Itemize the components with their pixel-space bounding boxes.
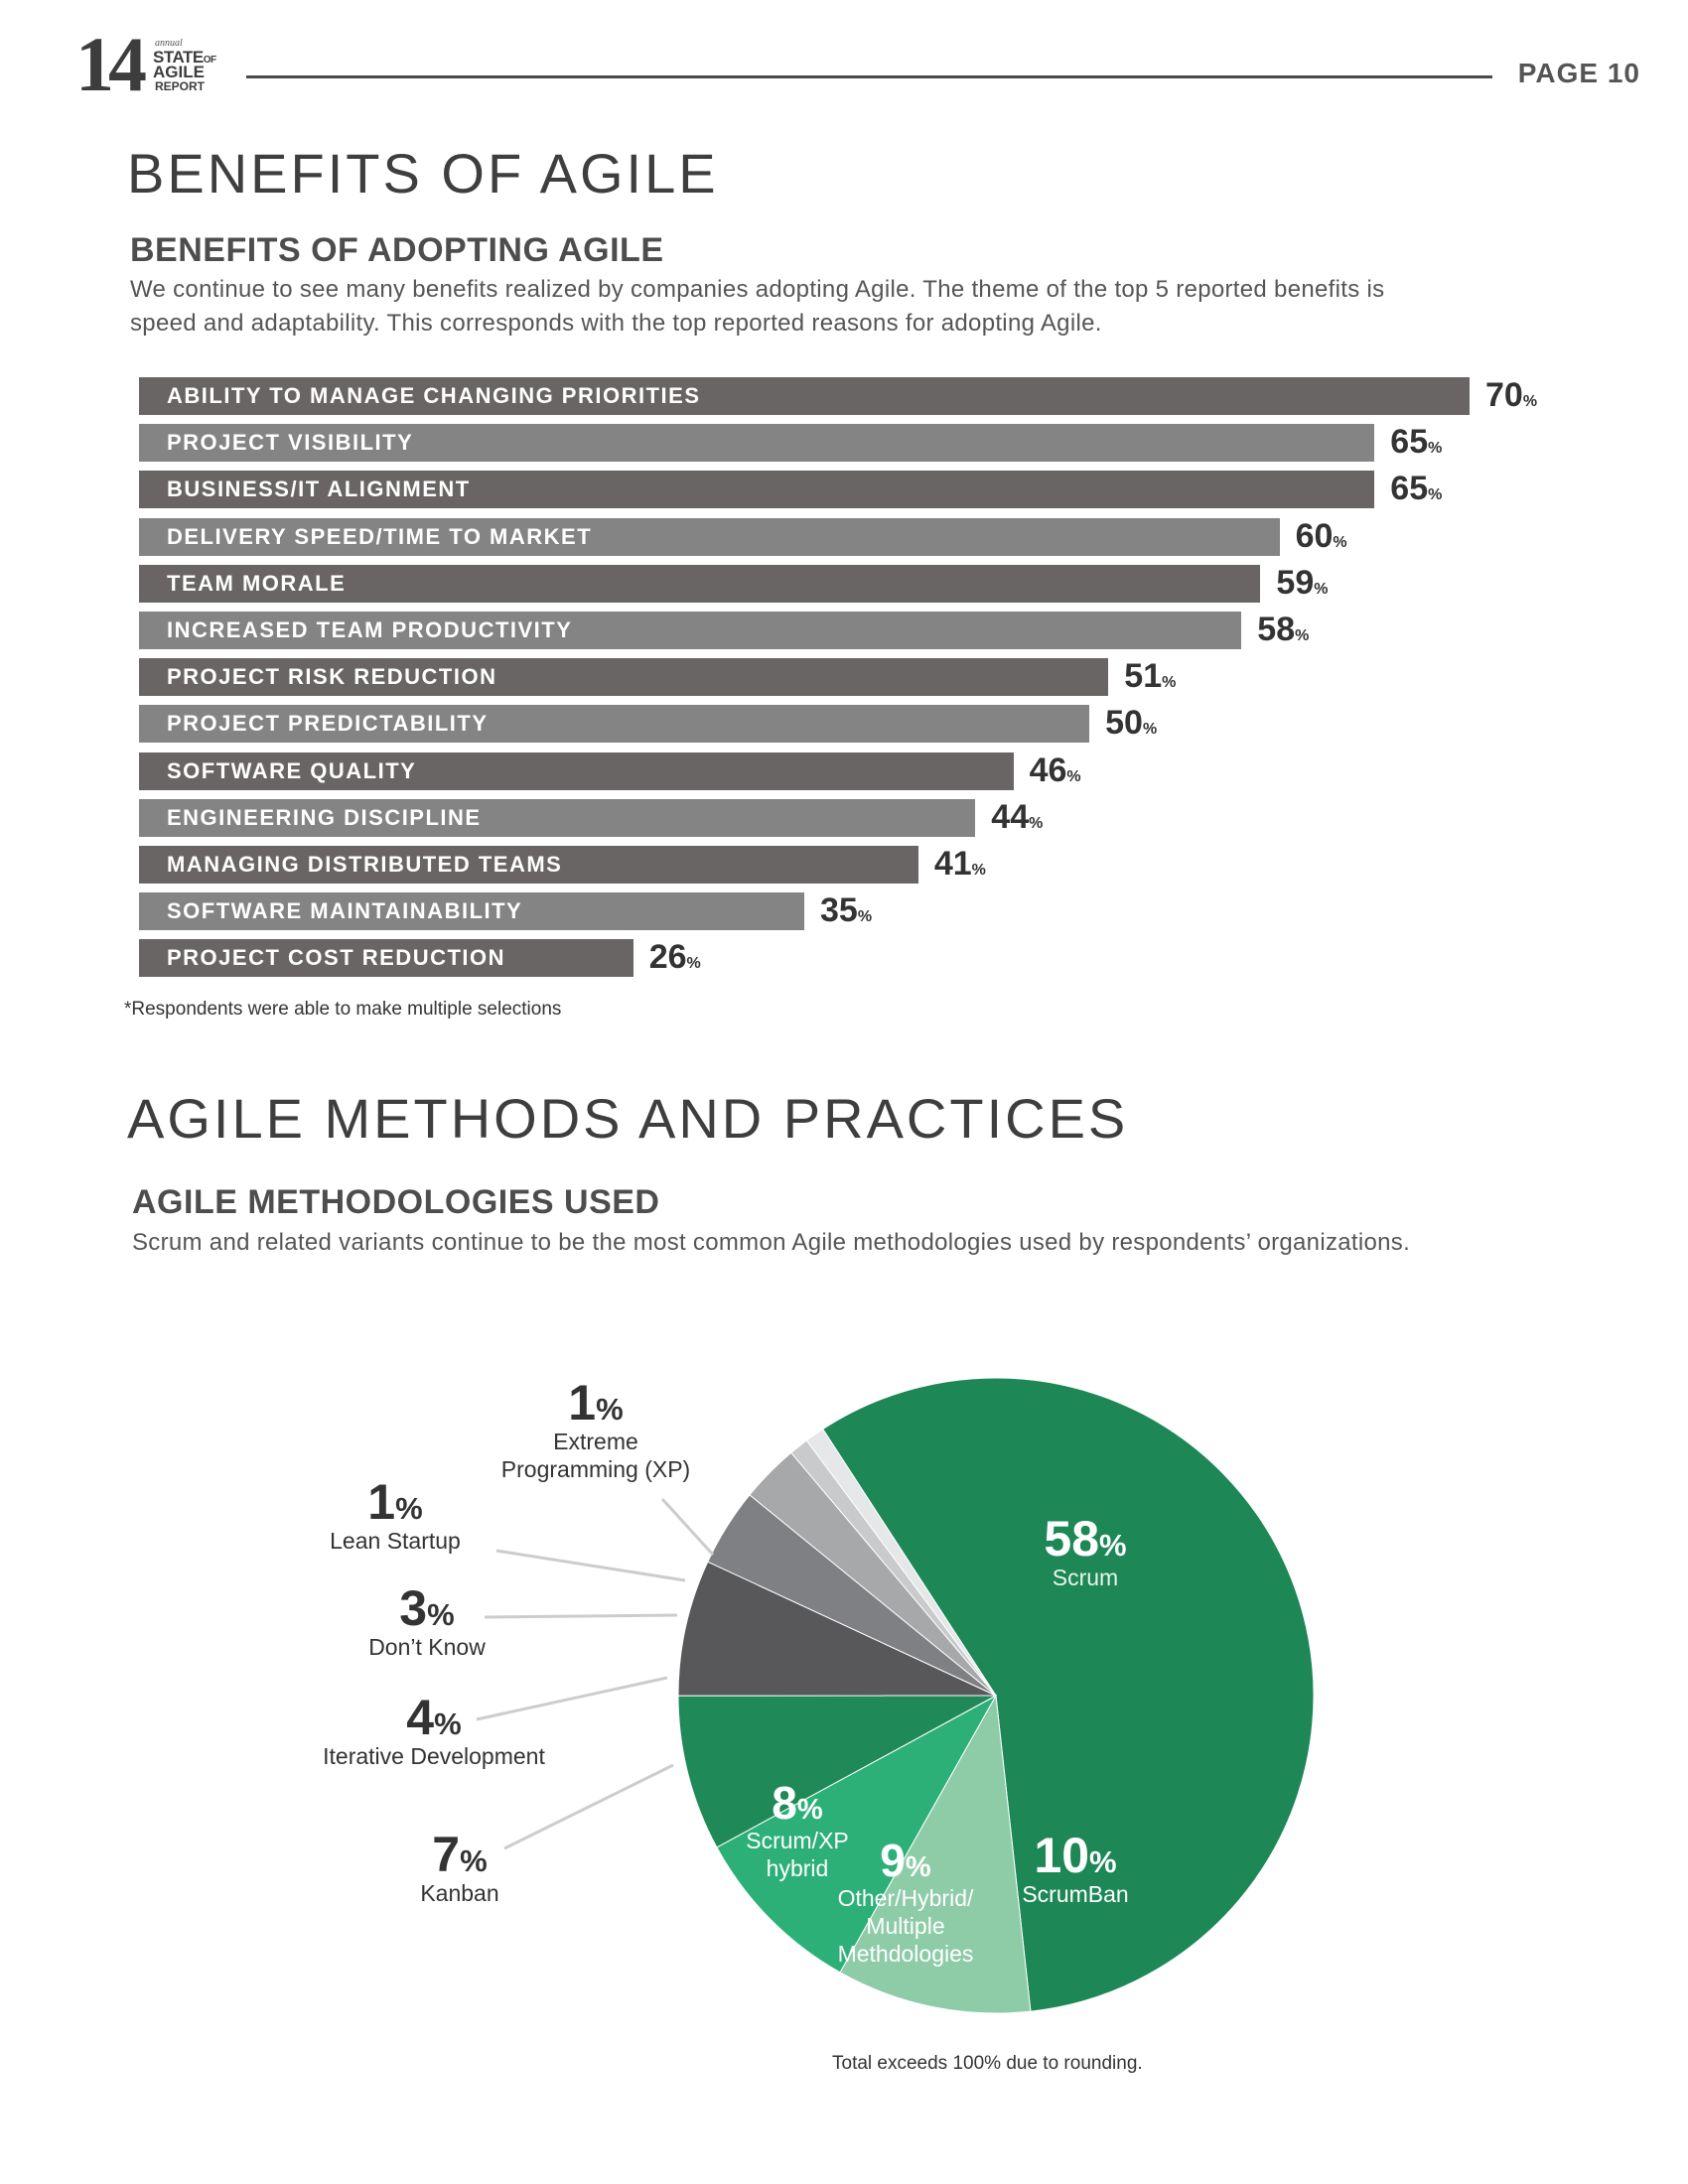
benefits-description: We continue to see many benefits realize… — [130, 276, 1385, 337]
bar: PROJECT VISIBILITY — [139, 424, 1375, 463]
logo-line2: AGILE — [153, 63, 205, 81]
pie-slice — [805, 1428, 997, 1697]
logo-line3: REPORT — [155, 79, 206, 93]
pie-label: Lean Startup — [330, 1528, 461, 1554]
section-title-benefits: BENEFITS OF AGILE — [127, 142, 719, 205]
pie-label: Programming (XP) — [501, 1456, 690, 1482]
bar: PROJECT RISK REDUCTION — [139, 658, 1109, 697]
logo-number: 14 — [75, 21, 147, 107]
pie-label: Iterative Development — [323, 1743, 545, 1769]
leader-line — [476, 1676, 668, 1721]
bar-value: 51% — [1124, 657, 1177, 696]
methods-description: Scrum and related variants continue to b… — [132, 1229, 1411, 1256]
bar: SOFTWARE QUALITY — [139, 751, 1014, 790]
bar-value: 46% — [1029, 751, 1081, 789]
bar-label: ENGINEERING DISCIPLINE — [167, 804, 482, 830]
report-logo: 14 annual STATEOF AGILE REPORT — [75, 26, 244, 103]
pie-label: hybrid — [767, 1855, 829, 1881]
bar-row: MANAGING DISTRIBUTED TEAMS 41% — [139, 845, 1589, 884]
pie-value: 4% — [406, 1690, 461, 1745]
bar-label: SOFTWARE MAINTAINABILITY — [167, 898, 523, 924]
pie-label: Scrum/XP — [746, 1828, 849, 1853]
pie-caption: Total exceeds 100% due to rounding. — [832, 2053, 1143, 2074]
logo-line1: STATEOF — [153, 48, 216, 67]
bar-label: PROJECT RISK REDUCTION — [167, 664, 497, 690]
bar-row: PROJECT COST REDUCTION 26% — [139, 938, 1589, 978]
bar-row: ENGINEERING DISCIPLINE 44% — [139, 798, 1589, 837]
header-divider — [246, 75, 1492, 78]
bar-value: 65% — [1390, 470, 1443, 508]
bar: BUSINESS/IT ALIGNMENT — [139, 471, 1375, 509]
bar-label: INCREASED TEAM PRODUCTIVITY — [167, 617, 573, 642]
pie-slice — [839, 1694, 1032, 2014]
methodologies-pie-chart: 58%Scrum10%ScrumBan9%Other/Hybrid/Multip… — [323, 1375, 1315, 2014]
pie-value: 3% — [399, 1580, 454, 1636]
bar-row: BUSINESS/IT ALIGNMENT 65% — [139, 470, 1589, 509]
bar-value: 44% — [991, 797, 1044, 836]
page-number: PAGE 10 — [1517, 58, 1640, 88]
bar-value: 70% — [1485, 376, 1538, 414]
bar-value: 59% — [1276, 563, 1329, 602]
leader-line — [484, 1613, 678, 1619]
bar-label: PROJECT PREDICTABILITY — [167, 711, 489, 737]
bar-value: 65% — [1390, 423, 1443, 462]
bar: MANAGING DISTRIBUTED TEAMS — [139, 846, 918, 884]
bar: INCREASED TEAM PRODUCTIVITY — [139, 612, 1242, 649]
bar: ENGINEERING DISCIPLINE — [139, 798, 976, 837]
subtitle-benefits-adopting: BENEFITS OF ADOPTING AGILE — [130, 231, 664, 269]
pie-label: Other/Hybrid/ — [838, 1885, 974, 1911]
pie-label: Scrum — [1053, 1565, 1118, 1590]
bar-row: PROJECT VISIBILITY 65% — [139, 423, 1589, 463]
logo-annual: annual — [155, 38, 183, 49]
pie-label: Extreme — [553, 1429, 638, 1454]
bar-row: INCREASED TEAM PRODUCTIVITY 58% — [139, 611, 1589, 649]
bar-value: 50% — [1105, 704, 1158, 743]
bar-label: TEAM MORALE — [167, 570, 347, 596]
bar-value: 58% — [1257, 611, 1310, 648]
bar: DELIVERY SPEED/TIME TO MARKET — [139, 517, 1280, 556]
bar: PROJECT PREDICTABILITY — [139, 705, 1090, 744]
pie-label: Don’t Know — [368, 1634, 486, 1660]
pie-label: Kanban — [420, 1880, 498, 1906]
bar-value: 60% — [1295, 516, 1347, 555]
bar-value: 35% — [820, 891, 873, 930]
pie-value: 1% — [367, 1474, 422, 1530]
leader-line — [495, 1549, 686, 1582]
bar-value: 41% — [933, 845, 986, 883]
bar-label: DELIVERY SPEED/TIME TO MARKET — [167, 523, 593, 549]
bar-row: PROJECT RISK REDUCTION 51% — [139, 657, 1589, 697]
section-title-methods: AGILE METHODS AND PRACTICES — [127, 1087, 1129, 1150]
bar: SOFTWARE MAINTAINABILITY — [139, 892, 804, 931]
bar-row: SOFTWARE QUALITY 46% — [139, 751, 1589, 790]
pie-slice — [677, 1561, 997, 1697]
pie-label: Methdologies — [838, 1941, 974, 1967]
benefits-bar-chart: ABILITY TO MANAGE CHANGING PRIORITIES 70%… — [139, 376, 1589, 983]
bar-row: PROJECT PREDICTABILITY 50% — [139, 704, 1589, 744]
pie-slice — [677, 1695, 997, 1848]
bar-label: PROJECT VISIBILITY — [167, 430, 414, 456]
bar-label: MANAGING DISTRIBUTED TEAMS — [167, 852, 563, 877]
pie-value: 7% — [432, 1827, 487, 1882]
pie-slice — [716, 1694, 998, 1974]
benefits-footnote: *Respondents were able to make multiple … — [124, 999, 562, 1020]
bar-row: ABILITY TO MANAGE CHANGING PRIORITIES 70% — [139, 376, 1589, 415]
subtitle-methodologies-used: AGILE METHODOLOGIES USED — [132, 1183, 660, 1221]
bar-label: ABILITY TO MANAGE CHANGING PRIORITIES — [167, 383, 701, 408]
leader-line — [503, 1763, 674, 1850]
bar: ABILITY TO MANAGE CHANGING PRIORITIES — [139, 377, 1470, 415]
bar-row: DELIVERY SPEED/TIME TO MARKET 60% — [139, 517, 1589, 556]
bar: TEAM MORALE — [139, 564, 1261, 603]
bar-label: PROJECT COST REDUCTION — [167, 945, 506, 971]
bar-label: SOFTWARE QUALITY — [167, 757, 417, 783]
bar: PROJECT COST REDUCTION — [139, 939, 633, 978]
pie-label: ScrumBan — [1022, 1881, 1128, 1907]
leader-line — [660, 1497, 715, 1557]
pie-label: Multiple — [866, 1913, 944, 1939]
bar-value: 26% — [648, 938, 701, 977]
bar-row: SOFTWARE MAINTAINABILITY 35% — [139, 891, 1589, 931]
bar-row: TEAM MORALE 59% — [139, 564, 1589, 603]
bar-label: BUSINESS/IT ALIGNMENT — [167, 477, 471, 502]
pie-slice — [822, 1377, 1315, 2012]
pie-value: 1% — [568, 1375, 623, 1431]
